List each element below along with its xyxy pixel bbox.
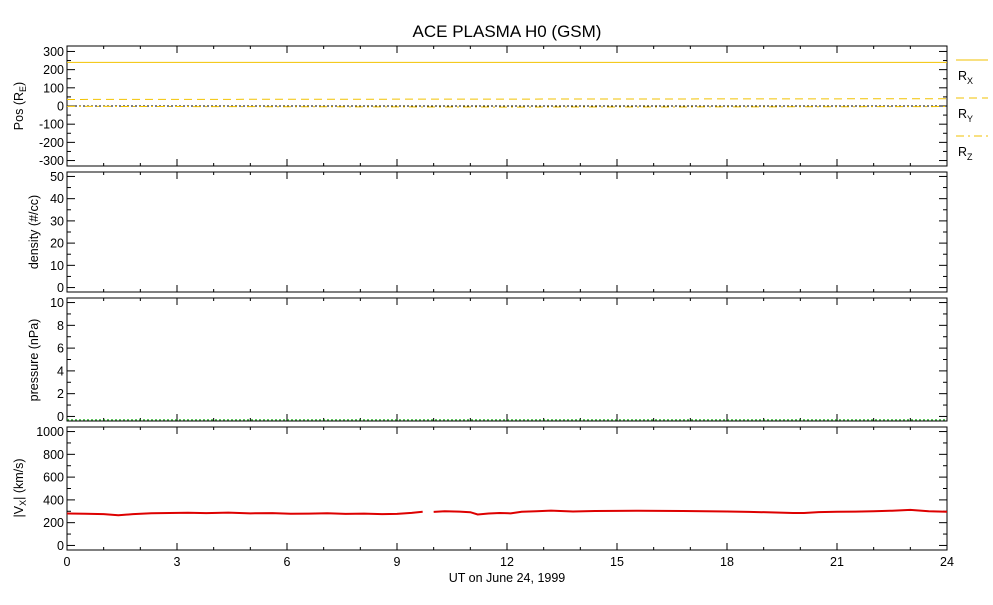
- x-tick-label: 21: [830, 555, 844, 569]
- density-ylabel: density (#/cc): [27, 195, 41, 269]
- y-tick-label: 40: [50, 192, 64, 206]
- y-tick-label: 4: [57, 364, 64, 378]
- legend-label-main: R: [958, 69, 967, 83]
- velocity-panel-frame: [66, 426, 948, 551]
- position-panel-axes: 300 200 100 0 -100 -200 -300: [39, 45, 948, 168]
- pressure-panel-axes: 10 8 6 4 2 0: [50, 296, 948, 424]
- y-tick-label: 30: [50, 214, 64, 228]
- density-panel-frame: [66, 171, 948, 293]
- y-tick-label: -100: [39, 118, 64, 132]
- y-tick-label: 400: [43, 493, 64, 507]
- x-tick-label: 15: [610, 555, 624, 569]
- y-tick-label: 600: [43, 471, 64, 485]
- y-tick-label: 200: [43, 63, 64, 77]
- x-tick-label: 0: [64, 555, 71, 569]
- y-tick-label: 0: [57, 281, 64, 295]
- y-tick-label: 0: [57, 100, 64, 114]
- y-tick-label: 6: [57, 342, 64, 356]
- y-tick-label: 200: [43, 516, 64, 530]
- series-line-z: [66, 105, 948, 108]
- x-axis-label: UT on June 24, 1999: [449, 571, 566, 585]
- x-axis-ticks: 0 3 6 9 12 15 18 21 24: [64, 555, 954, 569]
- position-series: [66, 61, 948, 108]
- legend-label-main: R: [958, 107, 967, 121]
- legend-label-sub: Y: [967, 114, 973, 124]
- y-tick-label: 100: [43, 81, 64, 95]
- velocity-ylabel: |VX| (km/s): [12, 458, 28, 517]
- y-tick-label: 300: [43, 45, 64, 59]
- legend-label-x: RX: [958, 69, 973, 86]
- x-tick-label: 3: [174, 555, 181, 569]
- velocity-line-segment: [66, 510, 423, 517]
- legend-label-z: RZ: [958, 145, 973, 162]
- y-tick-label: 2: [57, 387, 64, 401]
- y-tick-label: -200: [39, 136, 64, 150]
- y-tick-label: 50: [50, 170, 64, 184]
- legend-label-main: R: [958, 145, 967, 159]
- legend-label-y: RY: [958, 107, 973, 124]
- velocity-line-segment: [433, 508, 948, 516]
- pressure-ylabel: pressure (nPa): [27, 319, 41, 402]
- y-tick-label: 20: [50, 237, 64, 251]
- x-tick-label: 12: [500, 555, 514, 569]
- legend-label-sub: Z: [967, 152, 973, 162]
- density-panel-axes: 50 40 30 20 10 0: [50, 170, 948, 295]
- series-line-y: [66, 98, 948, 100]
- velocity-series: [66, 508, 948, 517]
- legend-label-sub: X: [967, 76, 973, 86]
- y-tick-label: 1000: [36, 425, 64, 439]
- x-tick-label: 6: [284, 555, 291, 569]
- x-tick-label: 24: [940, 555, 954, 569]
- y-tick-label: 800: [43, 448, 64, 462]
- velocity-panel-axes: 1000 800 600 400 200 0: [36, 425, 948, 553]
- y-tick-label: 0: [57, 410, 64, 424]
- y-tick-label: 10: [50, 296, 64, 310]
- y-tick-label: 10: [50, 259, 64, 273]
- position-ylabel: Pos (RE): [12, 82, 28, 130]
- y-tick-label: 0: [57, 539, 64, 553]
- x-tick-label: 9: [394, 555, 401, 569]
- x-tick-label: 18: [720, 555, 734, 569]
- pressure-panel-frame: [66, 297, 948, 422]
- y-tick-label: -300: [39, 154, 64, 168]
- y-tick-label: 8: [57, 319, 64, 333]
- chart-title: ACE PLASMA H0 (GSM): [413, 22, 602, 41]
